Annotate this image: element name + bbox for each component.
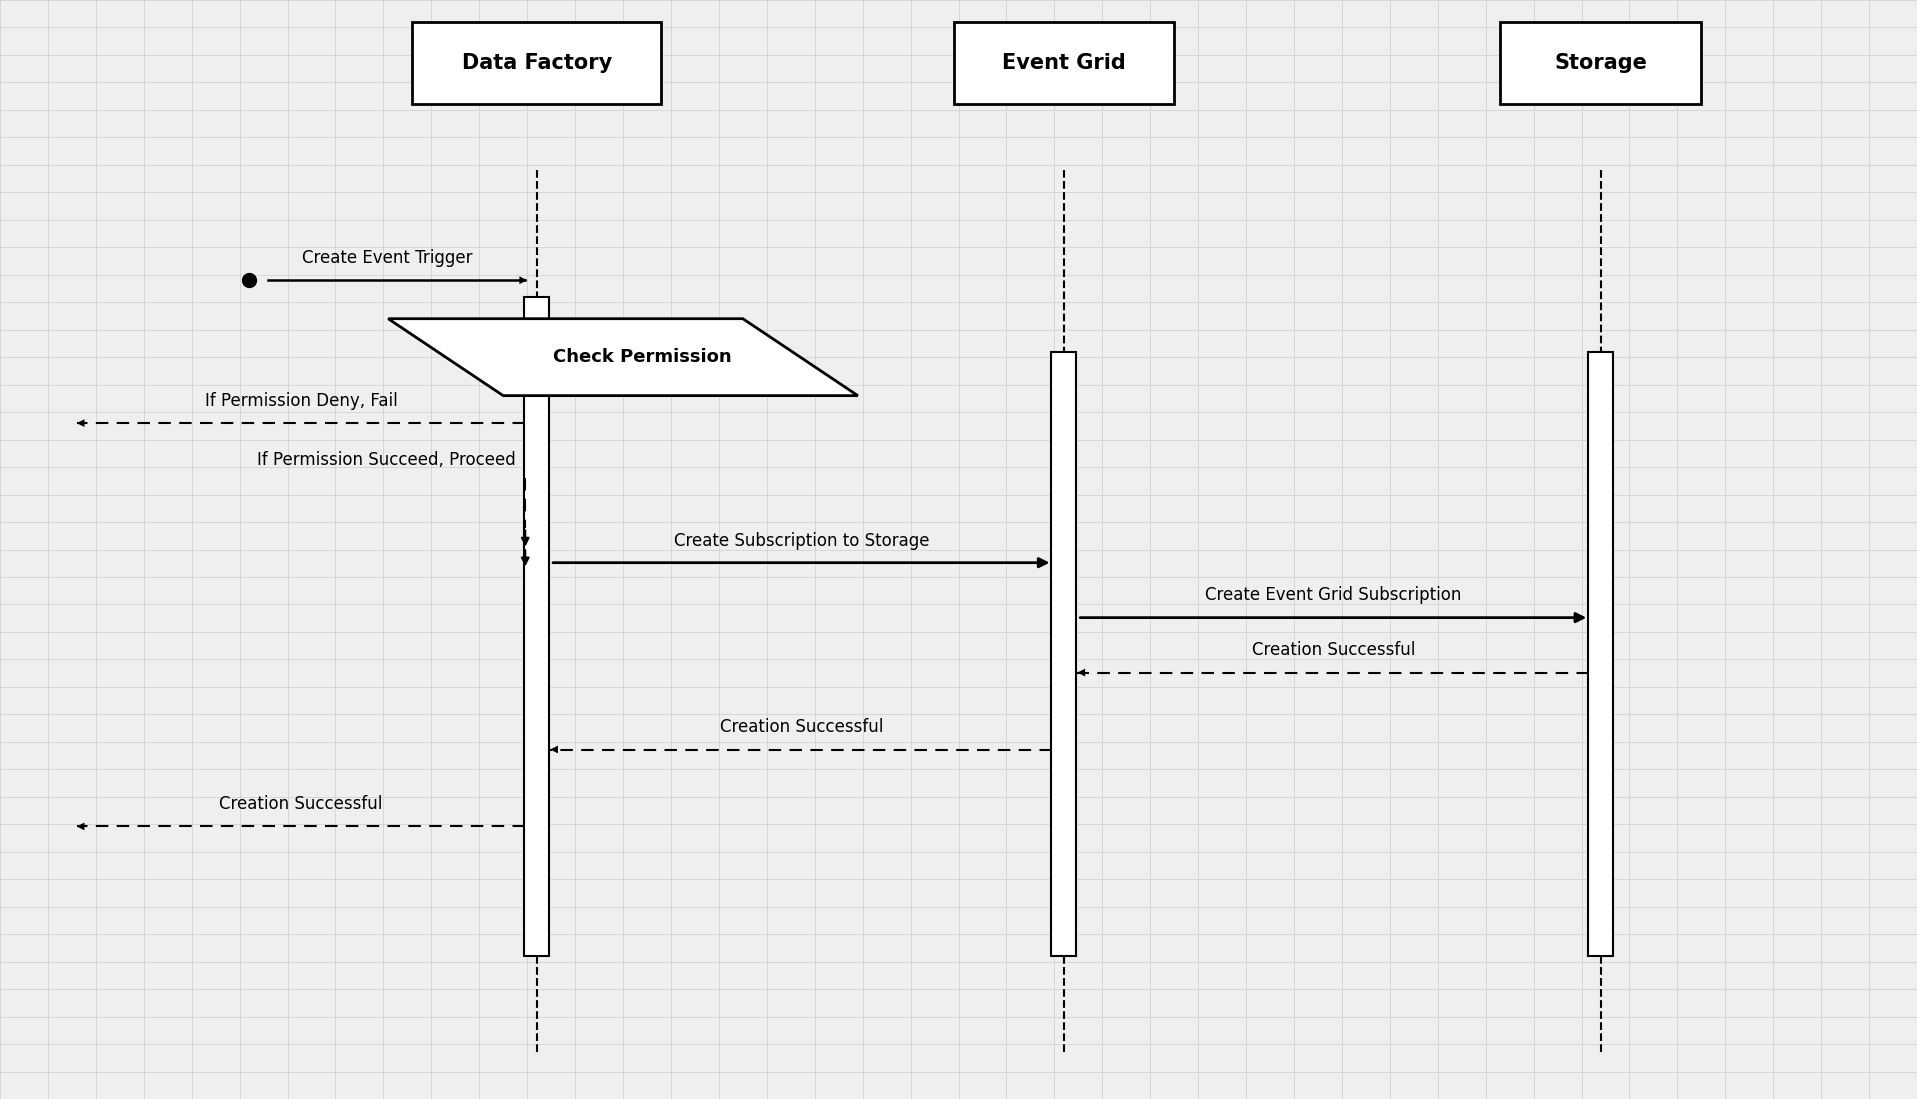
Text: Creation Successful: Creation Successful (219, 796, 383, 813)
Text: If Permission Succeed, Proceed: If Permission Succeed, Proceed (257, 452, 516, 469)
Text: Create Event Grid Subscription: Create Event Grid Subscription (1206, 587, 1461, 604)
Text: Create Event Trigger: Create Event Trigger (303, 249, 472, 267)
Text: Storage: Storage (1555, 53, 1647, 74)
Bar (412, 22, 661, 104)
Text: If Permission Deny, Fail: If Permission Deny, Fail (205, 392, 397, 410)
Polygon shape (387, 319, 859, 396)
Bar (1501, 22, 1702, 104)
Bar (955, 22, 1173, 104)
Text: Data Factory: Data Factory (462, 53, 612, 74)
Text: Creation Successful: Creation Successful (1252, 642, 1415, 659)
Text: Creation Successful: Creation Successful (719, 719, 884, 736)
Text: Event Grid: Event Grid (1003, 53, 1125, 74)
Bar (525, 297, 550, 956)
Text: Check Permission: Check Permission (552, 348, 732, 366)
Bar (1052, 352, 1077, 956)
Text: Create Subscription to Storage: Create Subscription to Storage (673, 532, 930, 550)
Bar (1589, 352, 1614, 956)
